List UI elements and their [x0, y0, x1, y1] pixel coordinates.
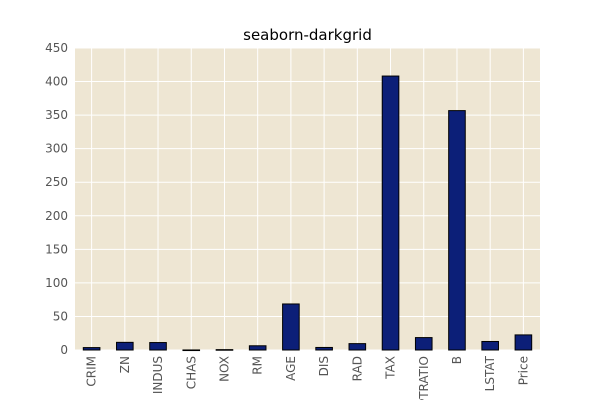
y-tick-label: 350 [45, 108, 68, 122]
x-tick-label: NOX [217, 356, 231, 382]
y-tick-label: 0 [60, 343, 68, 357]
bar-b [448, 110, 466, 351]
bar-age [282, 303, 300, 351]
y-tick-label: 200 [45, 209, 68, 223]
bar-chas [182, 349, 201, 352]
x-tick-label: CRIM [85, 356, 99, 387]
bar-ptratio [414, 337, 433, 351]
x-tick-label: DIS [317, 356, 331, 376]
x-tick-label: TAX [384, 356, 398, 380]
x-axis-ticks: CRIM ZN INDUS CHAS NOX RM AGE DIS RAD TAX PTRATIO B… [85, 355, 531, 400]
x-tick-label: CHAS [184, 356, 198, 389]
bar-nox [215, 349, 234, 351]
bar-lstat [481, 340, 499, 351]
y-tick-label: 150 [45, 242, 68, 256]
x-tick-label: RAD [350, 356, 364, 381]
x-tick-label: LSTAT [483, 355, 497, 391]
y-axis-ticks: 0 50 100 150 200 250 300 350 400 450 [45, 41, 68, 357]
chart-title: seaborn-darkgrid [243, 26, 372, 44]
bar-crim [82, 347, 101, 351]
bars [82, 75, 533, 352]
y-tick-label: 450 [45, 41, 68, 55]
x-tick-label: AGE [284, 356, 298, 381]
x-tick-label: PTRATIO [417, 356, 431, 400]
y-tick-label: 400 [45, 75, 68, 89]
bar-dis [315, 346, 333, 351]
bar-rad [348, 343, 367, 351]
y-tick-label: 250 [45, 175, 68, 189]
x-tick-label: B [450, 356, 464, 364]
x-tick-label: INDUS [151, 356, 165, 394]
x-tick-label: ZN [118, 356, 132, 373]
y-tick-label: 100 [45, 276, 68, 290]
y-tick-label: 300 [45, 142, 68, 156]
bar-tax [381, 75, 400, 351]
bar-indus [149, 342, 167, 351]
plot-area [75, 48, 540, 350]
bar-zn [116, 341, 134, 351]
bar-rm [248, 345, 267, 351]
x-tick-label: Price [516, 356, 530, 385]
x-tick-label: RM [251, 356, 265, 375]
bar-price [514, 334, 533, 351]
y-tick-label: 50 [53, 309, 68, 323]
